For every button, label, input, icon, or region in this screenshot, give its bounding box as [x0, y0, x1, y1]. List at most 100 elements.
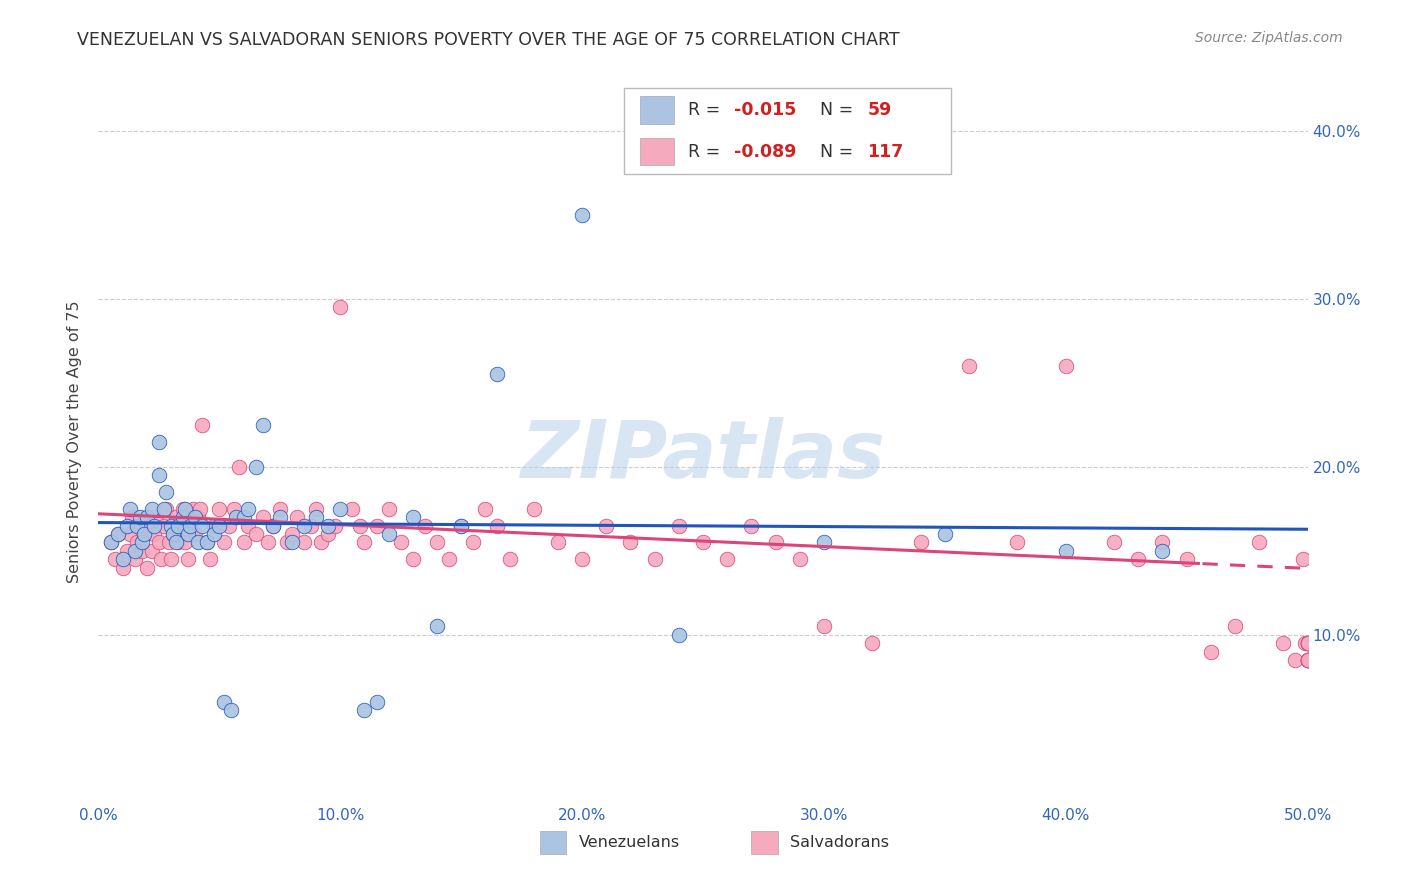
Point [1296, 653, 1319, 667]
Point [184, 510, 207, 524]
Point [1296, 636, 1319, 650]
Point [402, 552, 425, 566]
Point [150, 552, 173, 566]
Point [692, 535, 714, 549]
Point [188, 501, 211, 516]
Point [184, 527, 207, 541]
FancyBboxPatch shape [751, 831, 778, 855]
Point [252, 510, 274, 524]
Point [148, 434, 170, 449]
Point [212, 695, 235, 709]
Point [450, 518, 472, 533]
Point [329, 300, 352, 314]
Point [269, 510, 291, 524]
Point [195, 535, 218, 549]
Text: -0.015: -0.015 [734, 101, 797, 119]
Text: R =: R = [689, 143, 727, 161]
Text: -0.089: -0.089 [734, 143, 797, 161]
Point [292, 518, 315, 533]
Point [131, 535, 153, 549]
Point [167, 535, 190, 549]
Point [353, 535, 375, 549]
Point [143, 527, 166, 541]
Point [165, 535, 187, 549]
Point [571, 208, 593, 222]
Point [353, 703, 375, 717]
Point [100, 535, 122, 549]
Point [1296, 653, 1319, 667]
Point [172, 501, 194, 516]
Text: N =: N = [810, 101, 859, 119]
Point [309, 535, 332, 549]
Point [124, 543, 146, 558]
Point [789, 552, 811, 566]
Point [463, 535, 485, 549]
Point [155, 501, 177, 516]
Point [262, 518, 284, 533]
Point [316, 527, 339, 541]
Point [167, 518, 190, 533]
Point [285, 510, 308, 524]
Point [187, 510, 209, 524]
Point [377, 527, 399, 541]
Point [813, 619, 835, 633]
FancyBboxPatch shape [640, 138, 673, 165]
Point [426, 535, 449, 549]
Point [148, 535, 170, 549]
Point [252, 417, 274, 432]
Point [498, 552, 520, 566]
Point [1296, 653, 1319, 667]
Point [316, 518, 339, 533]
Point [1054, 359, 1077, 373]
Point [212, 535, 235, 549]
Point [127, 535, 149, 549]
Point [1296, 636, 1319, 650]
Point [162, 527, 184, 541]
Point [329, 501, 352, 516]
Point [1296, 653, 1319, 667]
Point [349, 518, 371, 533]
Point [256, 535, 278, 549]
Point [474, 501, 496, 516]
Point [155, 485, 177, 500]
Point [1007, 535, 1029, 549]
Point [238, 518, 260, 533]
Point [402, 510, 425, 524]
Point [181, 501, 204, 516]
Point [547, 535, 569, 549]
Point [111, 552, 134, 566]
Point [124, 552, 146, 566]
Text: ZIPatlas: ZIPatlas [520, 417, 886, 495]
Point [152, 501, 174, 516]
Point [1152, 543, 1174, 558]
Text: 59: 59 [868, 101, 891, 119]
Point [152, 518, 174, 533]
Point [195, 535, 218, 549]
Point [595, 518, 617, 533]
Point [1296, 653, 1319, 667]
Point [1272, 636, 1295, 650]
Y-axis label: Seniors Poverty Over the Age of 75: Seniors Poverty Over the Age of 75 [67, 301, 83, 582]
Point [143, 518, 166, 533]
Text: 117: 117 [868, 143, 904, 161]
Point [208, 518, 231, 533]
Point [157, 535, 180, 549]
Point [174, 501, 197, 516]
Point [299, 518, 322, 533]
Point [221, 703, 243, 717]
Point [740, 518, 762, 533]
Point [191, 417, 214, 432]
Point [668, 628, 690, 642]
Point [208, 501, 231, 516]
Point [523, 501, 546, 516]
Point [1292, 552, 1315, 566]
Point [765, 535, 787, 549]
Text: Salvadorans: Salvadorans [790, 835, 889, 850]
Point [107, 527, 129, 541]
Point [305, 501, 328, 516]
Point [1223, 619, 1246, 633]
Point [160, 552, 183, 566]
Point [276, 535, 298, 549]
Text: R =: R = [689, 101, 727, 119]
Point [128, 510, 150, 524]
